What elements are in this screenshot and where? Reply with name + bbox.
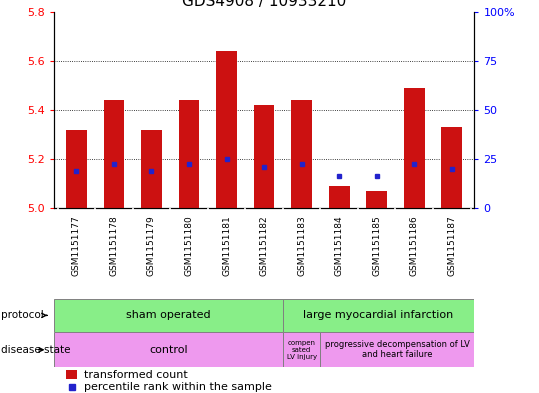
Bar: [66, 130, 87, 208]
Text: GSM1151177: GSM1151177: [72, 215, 81, 276]
Text: GSM1151187: GSM1151187: [447, 215, 457, 276]
Bar: [441, 127, 462, 208]
Text: disease state: disease state: [1, 345, 71, 355]
Text: large myocardial infarction: large myocardial infarction: [303, 310, 454, 320]
Bar: [254, 105, 274, 208]
Bar: [320, 332, 474, 367]
Text: GSM1151180: GSM1151180: [184, 215, 194, 276]
Bar: [179, 100, 199, 208]
Bar: [283, 332, 320, 367]
Text: GSM1151183: GSM1151183: [297, 215, 306, 276]
Bar: [66, 370, 78, 379]
Text: GSM1151185: GSM1151185: [372, 215, 381, 276]
Text: transformed count: transformed count: [84, 369, 188, 380]
Bar: [141, 130, 162, 208]
Text: percentile rank within the sample: percentile rank within the sample: [84, 382, 272, 392]
Bar: [404, 88, 425, 208]
Bar: [54, 332, 283, 367]
Bar: [103, 100, 125, 208]
Text: GSM1151178: GSM1151178: [109, 215, 119, 276]
Text: control: control: [149, 345, 188, 355]
Bar: [329, 186, 349, 208]
Text: GSM1151182: GSM1151182: [260, 215, 268, 276]
Text: protocol: protocol: [1, 310, 47, 320]
Bar: [216, 51, 237, 208]
Text: sham operated: sham operated: [126, 310, 211, 320]
Title: GDS4908 / 10933210: GDS4908 / 10933210: [182, 0, 346, 9]
Bar: [283, 299, 474, 332]
Text: GSM1151184: GSM1151184: [335, 215, 344, 276]
Text: GSM1151181: GSM1151181: [222, 215, 231, 276]
Text: compen
sated
LV injury: compen sated LV injury: [287, 340, 317, 360]
Text: GSM1151186: GSM1151186: [410, 215, 419, 276]
Bar: [291, 100, 312, 208]
Text: GSM1151179: GSM1151179: [147, 215, 156, 276]
Bar: [367, 191, 387, 208]
Text: progressive decompensation of LV
and heart failure: progressive decompensation of LV and hea…: [325, 340, 470, 360]
Bar: [54, 299, 283, 332]
